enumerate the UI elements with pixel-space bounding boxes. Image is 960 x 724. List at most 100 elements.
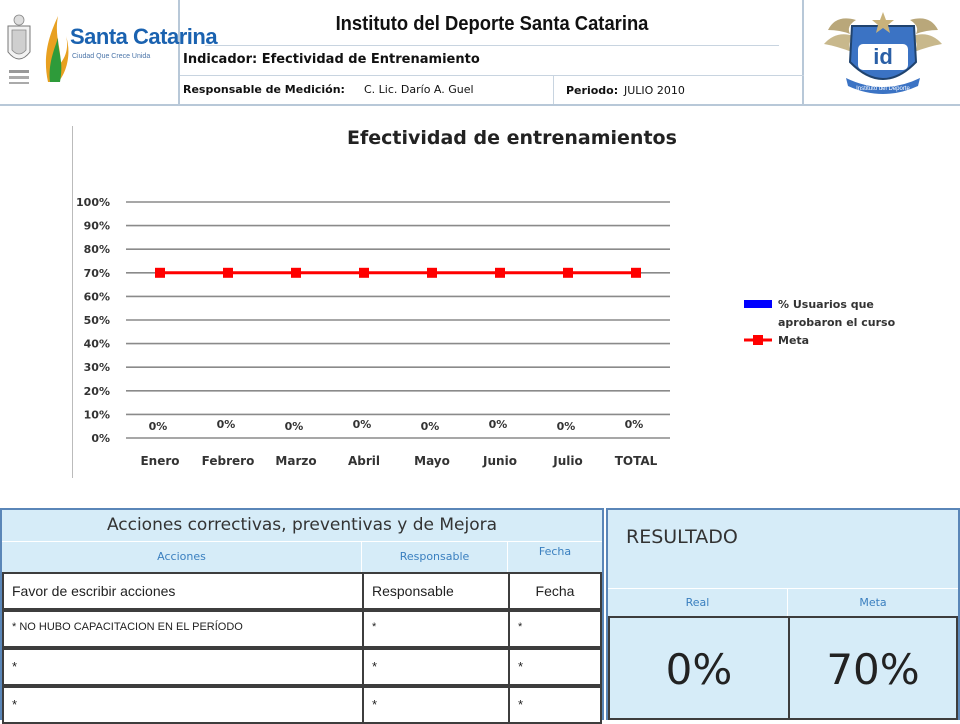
column-real: Real — [608, 588, 788, 616]
meta-point — [495, 267, 505, 278]
action-cell-text: Favor de escribir acciones — [12, 583, 176, 599]
x-tick-label: Enero — [140, 454, 179, 468]
column-fecha: Fecha — [538, 545, 572, 558]
corrective-actions-panel: Acciones correctivas, preventivas y de M… — [0, 508, 604, 724]
legend-meta-marker — [753, 335, 763, 345]
legend-bar-swatch — [744, 300, 772, 308]
x-tick-label: Mayo — [414, 454, 450, 468]
meta-point — [359, 267, 369, 278]
legend-meta-label: Meta — [778, 334, 809, 347]
responsible-cell[interactable]: Responsable — [362, 572, 510, 610]
bar-data-label: 0% — [421, 420, 440, 433]
meta-point — [631, 267, 641, 278]
table-row: * * * — [2, 686, 602, 724]
responsible-cell-text: * — [372, 697, 378, 712]
x-tick-label: Febrero — [202, 454, 255, 468]
date-cell-text: Fecha — [535, 583, 575, 599]
chart-plot: 0% 10% 20% 30% 40% 50% 60% 70% 80% 90% 100% 0% 0% 0%… — [76, 196, 896, 468]
bar-data-label: 0% — [149, 420, 168, 433]
table-row: Favor de escribir acciones Responsable Fec… — [2, 572, 602, 610]
x-tick-label: Junio — [482, 454, 517, 468]
responsible-value: C. Lic. Darío A. Guel — [364, 83, 474, 96]
meta-value: 70% — [788, 616, 958, 720]
y-tick-label: 100% — [76, 196, 110, 209]
meta-point — [223, 267, 233, 278]
column-meta: Meta — [788, 588, 958, 616]
header-divider — [0, 104, 960, 106]
report-header: Santa Catarina Ciudad Que Crece Unida In… — [0, 0, 960, 106]
indicator-row: Indicador: Efectividad de Entrenamiento — [180, 46, 804, 76]
x-tick-label: Abril — [348, 454, 380, 468]
header-info-block: Instituto del Deporte Santa Catarina Ind… — [180, 0, 804, 104]
bar-data-label: 0% — [625, 418, 644, 431]
action-cell-text: * — [12, 697, 18, 712]
bar-data-label: 0% — [217, 418, 236, 431]
action-cell-text: * — [12, 659, 18, 674]
bar-data-label: 0% — [353, 418, 372, 431]
chart-title: Efectividad de entrenamientos — [347, 127, 677, 149]
flame-logo-icon — [45, 16, 69, 82]
y-tick-label: 40% — [84, 338, 110, 351]
bar-data-label: 0% — [557, 420, 576, 433]
y-tick-label: 60% — [84, 290, 110, 303]
meta-point — [291, 267, 301, 278]
responsible-cell[interactable]: * — [362, 610, 510, 648]
y-tick-label: 90% — [84, 220, 110, 233]
responsible-cell[interactable]: * — [362, 686, 510, 724]
date-cell[interactable]: * — [508, 610, 602, 648]
indicator-label: Indicador: Efectividad de Entrenamiento — [183, 52, 480, 67]
period-label: Periodo: — [566, 84, 619, 97]
y-tick-label: 0% — [91, 432, 110, 445]
date-cell-text: * — [518, 621, 523, 633]
action-cell-text: * NO HUBO CAPACITACION EN EL PERÍODO — [12, 621, 243, 633]
responsible-label: Responsable de Medición: — [183, 83, 345, 96]
responsible-cell-text: * — [372, 659, 378, 674]
coat-of-arms-icon — [7, 14, 31, 84]
action-cell[interactable]: * — [2, 686, 364, 724]
y-tick-label: 80% — [84, 243, 110, 256]
meta-point — [155, 267, 165, 278]
action-cell[interactable]: * — [2, 648, 364, 686]
brand-subtitle: Ciudad Que Crece Unida — [72, 53, 151, 60]
legend-bar-label-line2: aprobaron el curso — [778, 316, 896, 329]
responsible-cell[interactable]: * — [362, 648, 510, 686]
date-cell[interactable]: * — [508, 686, 602, 724]
y-tick-label: 50% — [84, 314, 110, 327]
date-cell[interactable]: * — [508, 648, 602, 686]
responsible-cell-text: * — [372, 621, 377, 633]
legend-bar-label-line1: % Usuarios que — [778, 298, 874, 311]
result-panel: RESULTADO Real Meta 0% 70% — [606, 508, 960, 720]
table-row: * * * — [2, 648, 602, 686]
bar-data-label: 0% — [285, 420, 304, 433]
y-tick-label: 30% — [84, 361, 110, 374]
brand-title: Santa Catarina — [70, 24, 218, 49]
emblem-text: id — [873, 44, 893, 69]
santa-catarina-logo: Santa Catarina Ciudad Que Crece Unida — [40, 10, 218, 90]
action-cell[interactable]: Favor de escribir acciones — [2, 572, 364, 610]
result-title: RESULTADO — [626, 526, 738, 548]
meta-point — [563, 267, 573, 278]
y-tick-label: 20% — [84, 385, 110, 398]
x-tick-label: Marzo — [275, 454, 316, 468]
date-cell-text: * — [518, 659, 524, 674]
y-tick-label: 10% — [84, 408, 110, 421]
bar-data-label: 0% — [489, 418, 508, 431]
actions-title: Acciones correctivas, preventivas y de M… — [2, 510, 602, 542]
institute-logo-area: id Instituto del Deporte — [806, 0, 960, 104]
x-tick-label: Julio — [552, 454, 582, 468]
period-value: JULIO 2010 — [624, 84, 685, 97]
period-row: Periodo: JULIO 2010 — [554, 76, 804, 104]
responsible-cell-text: Responsable — [372, 583, 454, 599]
table-row: * NO HUBO CAPACITACION EN EL PERÍODO * * — [2, 610, 602, 648]
column-responsable: Responsable — [362, 542, 508, 572]
municipality-logo-area: Santa Catarina Ciudad Que Crece Unida — [0, 0, 218, 104]
actions-column-headers: Acciones Responsable Fecha — [2, 542, 602, 572]
institute-title: Instituto del Deporte Santa Catarina — [204, 0, 780, 46]
action-cell[interactable]: * NO HUBO CAPACITACION EN EL PERÍODO — [2, 610, 364, 648]
date-cell[interactable]: Fecha — [508, 572, 602, 610]
column-acciones: Acciones — [2, 542, 362, 572]
responsible-row: Responsable de Medición: C. Lic. Darío A… — [180, 76, 554, 104]
chart-frame — [72, 126, 73, 478]
y-tick-label: 70% — [84, 267, 110, 280]
date-cell-text: * — [518, 697, 524, 712]
